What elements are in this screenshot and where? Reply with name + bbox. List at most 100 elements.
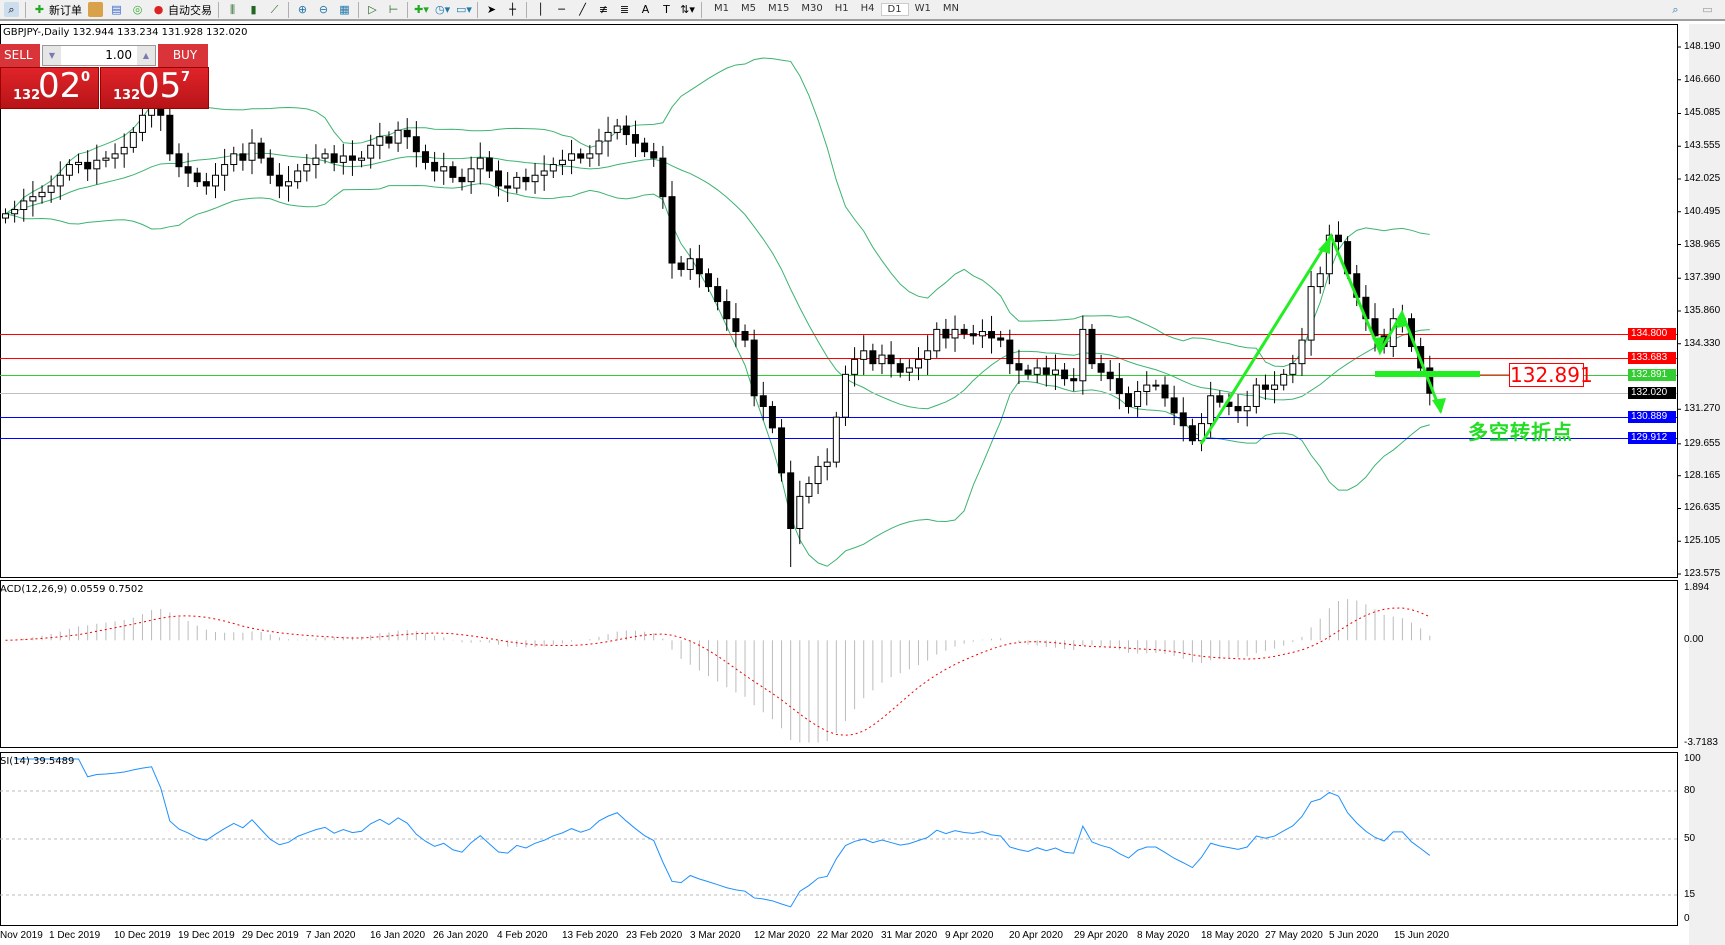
level-price-label: 134.800 bbox=[1628, 327, 1676, 340]
zoom-in-icon[interactable]: ⊕ bbox=[297, 3, 308, 16]
turning-point-text[interactable]: 多空转折点 bbox=[1468, 420, 1573, 444]
trendline-icon[interactable]: ╱ bbox=[579, 3, 586, 16]
candle-body bbox=[1188, 425, 1196, 442]
candle-body bbox=[924, 350, 932, 360]
candle-body bbox=[358, 157, 366, 161]
candle-body bbox=[1033, 367, 1041, 375]
timeframe-m5[interactable]: M5 bbox=[741, 3, 756, 14]
chart-shift-icon[interactable]: ⊢ bbox=[388, 3, 399, 16]
periods-clock-icon[interactable]: ◷▾ bbox=[435, 3, 451, 16]
candle-body bbox=[412, 136, 420, 153]
timeframe-h1[interactable]: H1 bbox=[834, 3, 849, 14]
macd-tick-label: 0.00 bbox=[1684, 634, 1704, 646]
price-tick-label: 135.860 bbox=[1684, 304, 1721, 316]
candle-body bbox=[1124, 393, 1132, 407]
candle-body bbox=[1134, 390, 1142, 407]
bar-chart-icon[interactable]: ⫼ bbox=[229, 3, 236, 16]
sell-button[interactable]: SELL bbox=[0, 44, 40, 67]
candle-body bbox=[988, 331, 996, 339]
timeframe-m15[interactable]: M15 bbox=[768, 3, 790, 14]
candle-body bbox=[851, 358, 859, 375]
cursor-icon[interactable]: ➤ bbox=[486, 3, 497, 16]
candle-body bbox=[120, 146, 128, 155]
candle-body bbox=[1243, 405, 1251, 412]
timeframe-m1[interactable]: M1 bbox=[714, 3, 729, 14]
crosshair-icon[interactable]: ┼ bbox=[509, 3, 516, 16]
timeframe-w1[interactable]: W1 bbox=[914, 3, 931, 14]
bollinger-lower bbox=[5, 183, 1430, 567]
zoom-out-icon[interactable]: ⊖ bbox=[318, 3, 329, 16]
candle-body bbox=[93, 159, 101, 170]
templates-icon[interactable]: ▭▾ bbox=[456, 3, 472, 16]
buy-price[interactable]: 132 05 7 bbox=[100, 66, 209, 109]
increase-lot-icon[interactable]: ▲ bbox=[137, 46, 155, 65]
horizontal-line-icon[interactable]: ─ bbox=[558, 3, 565, 16]
auto-trading-button[interactable]: ● 自动交易 bbox=[151, 1, 212, 19]
tile-windows-icon[interactable]: ▦ bbox=[339, 3, 350, 16]
decrease-lot-icon[interactable]: ▼ bbox=[43, 46, 61, 65]
candle-body bbox=[1216, 395, 1224, 403]
text-icon[interactable]: A bbox=[641, 3, 650, 16]
equidistant-channel-icon[interactable]: ≢ bbox=[598, 3, 609, 16]
lot-size-stepper[interactable]: ▼ 1.00 ▲ bbox=[42, 45, 156, 66]
candle-body bbox=[221, 164, 229, 176]
date-label: 23 Feb 2020 bbox=[626, 930, 683, 941]
candle-body bbox=[978, 331, 986, 337]
candle-body bbox=[476, 157, 484, 170]
macd-panel-frame bbox=[0, 580, 1678, 748]
macd-label: ACD(12,26,9) 0.0559 0.7502 bbox=[0, 584, 144, 595]
candle-body bbox=[111, 153, 119, 159]
candle-body bbox=[321, 153, 329, 159]
candle-body bbox=[1252, 384, 1260, 407]
text-label-icon[interactable]: T bbox=[663, 3, 670, 16]
new-order-button[interactable]: ✚ 新订单 bbox=[32, 1, 82, 19]
vertical-line-icon[interactable]: │ bbox=[537, 3, 544, 16]
date-label: 1 Dec 2019 bbox=[49, 930, 101, 941]
candle-body bbox=[1289, 363, 1297, 375]
timeframe-mn[interactable]: MN bbox=[942, 3, 959, 14]
date-label: 29 Apr 2020 bbox=[1074, 930, 1128, 941]
candle-body bbox=[11, 209, 19, 215]
date-label: 15 Jun 2020 bbox=[1394, 930, 1450, 941]
candle-body bbox=[768, 405, 776, 429]
sell-price-fraction: 0 bbox=[81, 70, 91, 85]
sell-price[interactable]: 132 02 0 bbox=[0, 66, 99, 109]
timeframe-h4[interactable]: H4 bbox=[860, 3, 875, 14]
timeframe-m30[interactable]: M30 bbox=[801, 3, 823, 14]
lot-size-input[interactable]: 1.00 bbox=[105, 48, 132, 62]
candlestick-icon[interactable]: ▮ bbox=[250, 3, 257, 16]
buy-button[interactable]: BUY bbox=[158, 44, 208, 67]
candle-body bbox=[166, 114, 174, 155]
price-tick-label: 137.390 bbox=[1684, 272, 1721, 284]
line-chart-icon[interactable]: ⟋ bbox=[270, 3, 279, 16]
candle-body bbox=[138, 114, 146, 133]
candle-body bbox=[303, 164, 311, 172]
fibonacci-icon[interactable]: ≣ bbox=[619, 3, 630, 16]
candle-body bbox=[586, 153, 594, 159]
candle-body bbox=[1051, 369, 1059, 375]
rsi-tick-label: 0 bbox=[1684, 913, 1690, 924]
navigator-icon[interactable]: ▤ bbox=[111, 3, 122, 16]
eraser-icon[interactable] bbox=[88, 2, 103, 17]
candle-body bbox=[2, 213, 9, 219]
zoom-window-icon[interactable]: ⌕ bbox=[4, 2, 19, 17]
date-label: 16 Jan 2020 bbox=[370, 930, 426, 941]
autoscroll-icon[interactable]: ▷ bbox=[368, 3, 377, 16]
chart-canvas[interactable] bbox=[0, 23, 1725, 945]
chat-icon[interactable]: ▭ bbox=[1702, 3, 1713, 16]
candle-body bbox=[339, 155, 347, 163]
indicators-icon[interactable]: ✚▾ bbox=[414, 3, 429, 16]
candle-body bbox=[20, 200, 28, 211]
price-annotation-box[interactable]: 132.891 bbox=[1509, 363, 1593, 387]
candle-body bbox=[869, 350, 877, 365]
candle-body bbox=[942, 328, 950, 339]
signals-icon[interactable]: ◎ bbox=[132, 3, 143, 16]
date-label: 12 Mar 2020 bbox=[754, 930, 811, 941]
date-label: 22 Mar 2020 bbox=[817, 930, 874, 941]
date-label: 8 May 2020 bbox=[1137, 930, 1190, 941]
candle-body bbox=[759, 395, 767, 407]
timeframe-d1[interactable]: D1 bbox=[880, 3, 909, 16]
candle-body bbox=[47, 185, 55, 193]
arrows-icon[interactable]: ⇅▾ bbox=[680, 3, 695, 16]
search-icon[interactable]: ⌕ bbox=[1672, 3, 1679, 16]
